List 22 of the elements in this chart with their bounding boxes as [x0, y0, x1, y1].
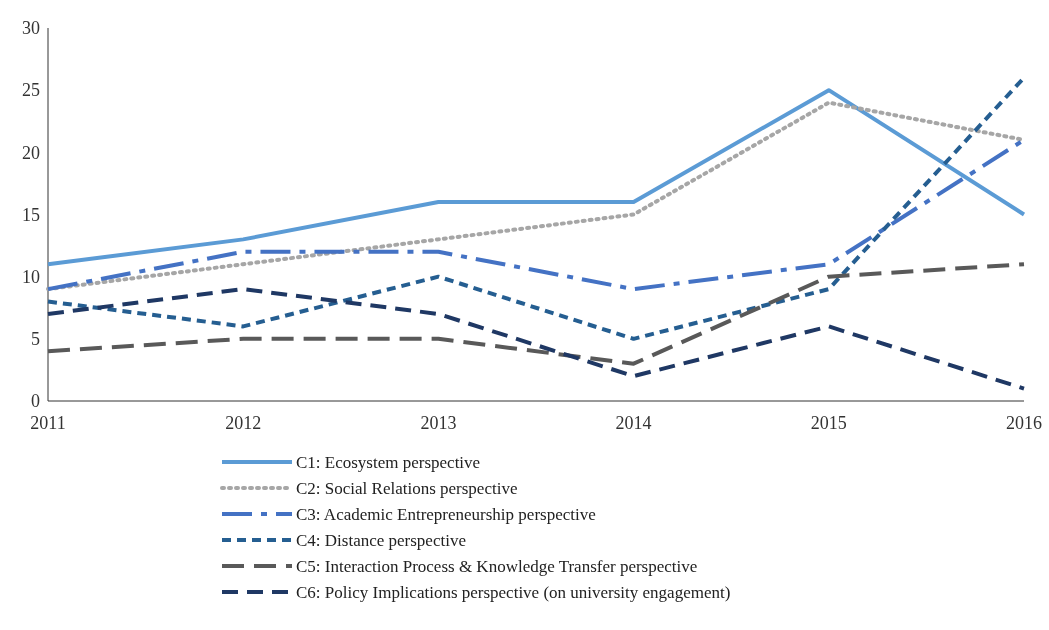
x-tick-label: 2011: [30, 413, 66, 433]
y-tick-label: 20: [22, 142, 40, 163]
legend-label: C5: Interaction Process & Knowledge Transfer perspective: [296, 556, 698, 576]
legend-label: C1: Ecosystem perspective: [296, 452, 481, 472]
line-series: [46, 262, 1026, 366]
y-tick-label: 15: [22, 204, 40, 225]
legend-label: C3: Academic Entrepreneurship perspective: [296, 504, 596, 524]
x-tick-label: 2012: [225, 413, 262, 433]
y-tick-label: 10: [22, 266, 40, 287]
x-tick-label: 2013: [420, 413, 457, 433]
legend-label: C6: Policy Implications perspective (on university engagement): [296, 582, 731, 602]
legend-label: C4: Distance perspective: [296, 530, 466, 550]
legend-label: C2: Social Relations perspective: [296, 478, 518, 498]
x-tick-label: 2016: [1006, 413, 1042, 433]
y-tick-label: 5: [31, 329, 40, 350]
line-series: [46, 287, 1026, 391]
y-tick-label: 0: [31, 391, 40, 412]
y-tick-label: 30: [22, 18, 40, 39]
y-tick-label: 25: [22, 80, 40, 101]
x-tick-label: 2015: [810, 413, 847, 433]
x-tick-label: 2014: [615, 413, 652, 433]
line-series: [46, 88, 1026, 267]
